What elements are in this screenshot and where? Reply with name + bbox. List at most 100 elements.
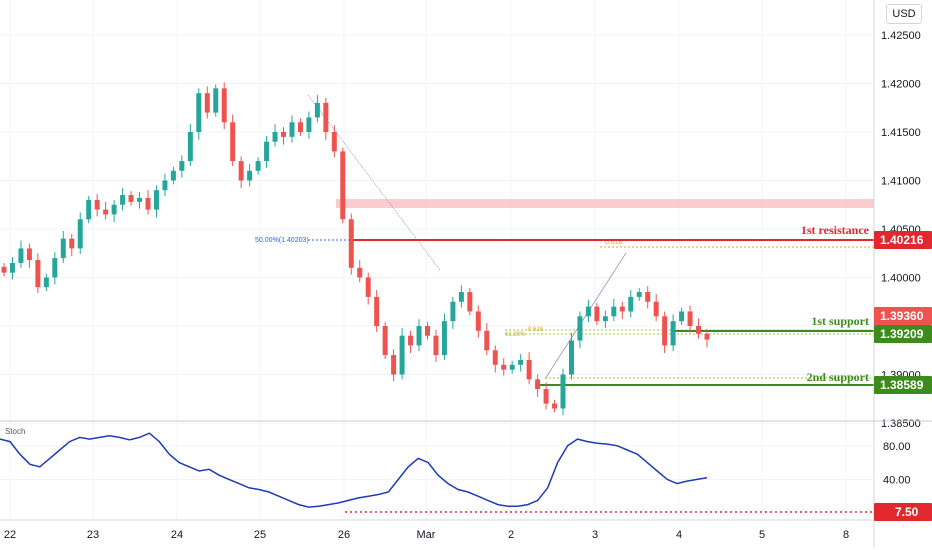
candle-body [111, 204, 117, 215]
current-price-tag: 1.39360 [874, 307, 932, 325]
fib-618-top-label: 0.618 [605, 239, 623, 246]
candle-body [86, 199, 92, 220]
candle-body [594, 306, 600, 322]
svg-text:1.39209: 1.39209 [880, 327, 924, 341]
candle-body [501, 364, 507, 370]
fib-trendline-up [544, 252, 627, 380]
candle-body [179, 161, 185, 171]
candle-body [636, 292, 642, 297]
candle-body [492, 350, 498, 365]
candle-body [653, 301, 659, 317]
price-axis[interactable]: 1.425001.420001.415001.410001.405001.400… [881, 30, 921, 430]
support-2-tag: 1.38589 [874, 376, 932, 394]
svg-text:1.38589: 1.38589 [880, 378, 924, 392]
time-tick-label: 24 [171, 529, 183, 541]
candle-body [43, 277, 49, 288]
vertical-grid [9, 0, 847, 520]
candle-body [365, 277, 371, 297]
time-tick-label: 2 [508, 529, 514, 541]
candle-body [69, 238, 75, 249]
currency-label[interactable]: USD [886, 4, 922, 24]
stoch-tick-label: 80.00 [883, 441, 911, 453]
resistance-tag: 1.40216 [874, 231, 932, 249]
candle-body [297, 122, 303, 132]
candle-body [26, 248, 32, 261]
candle-body [94, 199, 100, 210]
candle-body [509, 364, 515, 370]
candle-body [484, 330, 490, 351]
candle-body [247, 170, 253, 181]
candle-body [221, 88, 227, 123]
time-tick-label: 5 [759, 529, 765, 541]
candle-body [611, 306, 617, 317]
candle-body [289, 122, 295, 137]
candle-body [170, 170, 176, 181]
support-1-tag: 1.39209 [874, 325, 932, 343]
svg-text:7.50: 7.50 [895, 505, 919, 519]
time-axis[interactable]: 22 23 24 25 26 Mar 2 3 4 5 8 [4, 529, 849, 541]
price-tick-label: 1.42500 [881, 30, 921, 42]
time-tick-label: 8 [843, 529, 849, 541]
candle-body [679, 311, 685, 322]
candle-body [357, 267, 363, 278]
candle-body [340, 151, 346, 220]
candle-body [408, 335, 414, 346]
fib-618-label-b: 61.80% [505, 332, 526, 338]
candle-body [535, 379, 541, 390]
candle-body [687, 311, 693, 326]
price-tick-label: 1.41000 [881, 176, 921, 188]
candle-body [568, 340, 574, 375]
candle-body [399, 335, 405, 375]
candle-body [382, 326, 388, 356]
candle-body [526, 359, 532, 380]
candle-body [348, 219, 354, 268]
candle-body [1, 266, 7, 273]
candle-body [475, 311, 481, 331]
candle-body [552, 403, 558, 409]
candle-body [416, 326, 422, 346]
time-tick-label: 4 [676, 529, 682, 541]
candle-body [306, 117, 312, 132]
candle-body [577, 316, 583, 341]
stoch-axis[interactable]: 80.00 40.00 [883, 441, 911, 487]
candle-body [441, 321, 447, 356]
candle-body [424, 326, 430, 336]
candle-body [696, 326, 702, 334]
candle-body [9, 262, 15, 273]
candle-body [153, 190, 159, 210]
resistance-zone [336, 199, 874, 208]
candle-body [323, 102, 329, 132]
resistance-label: 1st resistance [801, 223, 870, 237]
candle-body [272, 132, 278, 142]
time-tick-label: 25 [254, 529, 266, 541]
candle-body [77, 219, 83, 249]
candle-body [204, 93, 210, 113]
candle-body [314, 102, 320, 118]
time-tick-label: 23 [87, 529, 99, 541]
candle-body [103, 209, 109, 215]
candle-body [128, 195, 134, 202]
candle-body [433, 335, 439, 356]
candle-body [518, 359, 524, 365]
candle-body [374, 296, 380, 326]
candle-body [238, 161, 244, 181]
price-tick-label: 1.41500 [881, 127, 921, 139]
stoch-line [0, 432, 708, 508]
time-tick-label: Mar [417, 529, 436, 541]
support-2-label: 2nd support [807, 370, 869, 384]
candle-body [196, 93, 202, 132]
candle-body [52, 258, 58, 278]
candle-body [137, 197, 143, 202]
stoch-level-tag: 7.50 [874, 503, 932, 521]
candle-body [35, 260, 41, 288]
candle-body [281, 132, 287, 137]
svg-text:1.40216: 1.40216 [880, 233, 924, 247]
horizontal-grid [0, 34, 874, 424]
candle-body [213, 88, 219, 113]
candles [1, 82, 710, 416]
candle-body [145, 197, 151, 210]
price-tick-label: 1.42000 [881, 79, 921, 91]
time-tick-label: 22 [4, 529, 16, 541]
candle-body [560, 374, 566, 409]
